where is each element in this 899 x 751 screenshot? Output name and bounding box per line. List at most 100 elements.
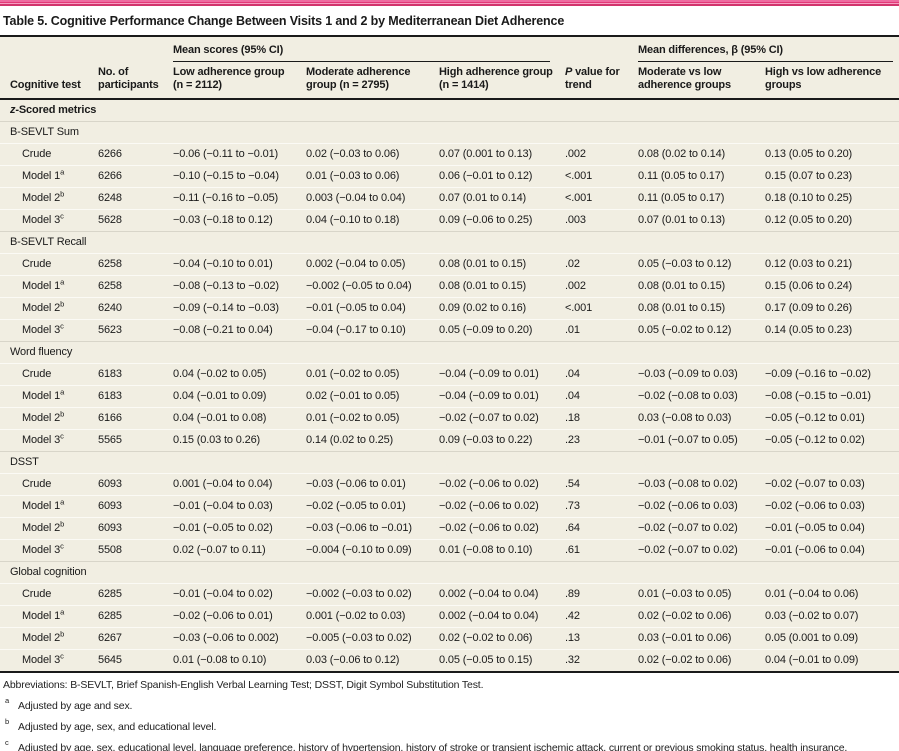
low-adherence-cell: 0.01 (−0.08 to 0.10) <box>170 649 303 672</box>
p-value-cell: .002 <box>562 275 635 298</box>
high-vs-low-cell: −0.02 (−0.06 to 0.03) <box>762 495 899 518</box>
high-adherence-cell: 0.002 (−0.04 to 0.04) <box>436 583 562 606</box>
participants-cell: 5645 <box>95 649 170 672</box>
high-vs-low-cell: −0.09 (−0.16 to −0.02) <box>762 363 899 386</box>
p-value-cell: <.001 <box>562 187 635 210</box>
footnote: a Adjusted by age and sex. <box>5 696 133 712</box>
section-header-row: z-Scored metrics <box>0 99 899 122</box>
col-header-high-adherence: High adherence group (n = 1414) <box>439 66 553 91</box>
p-value-cell: .02 <box>562 253 635 276</box>
low-adherence-cell: 0.02 (−0.07 to 0.11) <box>170 539 303 562</box>
low-adherence-cell: −0.06 (−0.11 to −0.01) <box>170 143 303 166</box>
high-adherence-cell: 0.09 (−0.06 to 0.25) <box>436 209 562 232</box>
moderate-vs-low-cell: −0.02 (−0.07 to 0.02) <box>635 517 762 540</box>
model-label-cell: Crude <box>0 363 95 386</box>
table-row: Model 1a 6093 −0.01 (−0.04 to 0.03) −0.02 (… <box>0 495 899 518</box>
moderate-adherence-cell: −0.004 (−0.10 to 0.09) <box>303 539 436 562</box>
table-row: Crude 6183 0.04 (−0.02 to 0.05) 0.01 (−0.02… <box>0 363 899 386</box>
participants-cell: 5628 <box>95 209 170 232</box>
model-label-cell: Model 1a <box>0 165 95 188</box>
table-row: Model 3c 5623 −0.08 (−0.21 to 0.04) −0.04 (… <box>0 319 899 342</box>
model-label-cell: Model 1a <box>0 275 95 298</box>
table-body: z-Scored metrics B-SEVLT Sum Crude 6266 −0.0… <box>0 99 899 672</box>
footnote: b Adjusted by age, sex, and educational l… <box>5 717 217 733</box>
high-adherence-cell: 0.05 (−0.05 to 0.15) <box>436 649 562 672</box>
moderate-vs-low-cell: −0.02 (−0.07 to 0.02) <box>635 539 762 562</box>
footnote-text: Adjusted by age, sex, educational level,… <box>18 742 848 751</box>
table-row: Model 2b 6166 0.04 (−0.01 to 0.08) 0.01 (−0… <box>0 407 899 430</box>
footnotes: Abbreviations: B-SEVLT, Brief Spanish-En… <box>0 673 899 751</box>
model-footnote-marker: a <box>60 607 65 617</box>
table-row: Model 2b 6093 −0.01 (−0.05 to 0.02) −0.03 (… <box>0 517 899 540</box>
high-adherence-cell: 0.08 (0.01 to 0.15) <box>436 275 562 298</box>
empty-header-cell <box>562 37 635 62</box>
high-vs-low-cell: 0.15 (0.07 to 0.23) <box>762 165 899 188</box>
model-label-cell: Model 1a <box>0 605 95 628</box>
model-label-cell: Model 1a <box>0 495 95 518</box>
model-footnote-marker: c <box>60 541 64 551</box>
low-adherence-cell: 0.001 (−0.04 to 0.04) <box>170 473 303 496</box>
col-header-cognitive-test: Cognitive test <box>10 79 81 91</box>
participants-cell: 6258 <box>95 253 170 276</box>
model-label-cell: Crude <box>0 253 95 276</box>
moderate-adherence-cell: 0.001 (−0.02 to 0.03) <box>303 605 436 628</box>
p-value-cell: <.001 <box>562 165 635 188</box>
section-header-cell: B-SEVLT Recall <box>0 231 899 254</box>
moderate-vs-low-cell: 0.01 (−0.03 to 0.05) <box>635 583 762 606</box>
participants-cell: 6285 <box>95 583 170 606</box>
low-adherence-cell: −0.01 (−0.04 to 0.03) <box>170 495 303 518</box>
p-value-cell: .01 <box>562 319 635 342</box>
high-adherence-cell: −0.02 (−0.07 to 0.02) <box>436 407 562 430</box>
model-label-cell: Model 3c <box>0 429 95 452</box>
moderate-adherence-cell: 0.03 (−0.06 to 0.12) <box>303 649 436 672</box>
p-value-cell: .61 <box>562 539 635 562</box>
high-adherence-cell: −0.04 (−0.09 to 0.01) <box>436 363 562 386</box>
model-footnote-marker: c <box>60 651 64 661</box>
moderate-vs-low-cell: 0.11 (0.05 to 0.17) <box>635 165 762 188</box>
participants-cell: 6248 <box>95 187 170 210</box>
p-value-cell: .04 <box>562 385 635 408</box>
high-vs-low-cell: 0.03 (−0.02 to 0.07) <box>762 605 899 628</box>
p-value-cell: .04 <box>562 363 635 386</box>
p-value-cell: .23 <box>562 429 635 452</box>
high-adherence-cell: 0.05 (−0.09 to 0.20) <box>436 319 562 342</box>
participants-cell: 6267 <box>95 627 170 650</box>
model-footnote-marker: b <box>60 629 65 639</box>
participants-cell: 6093 <box>95 473 170 496</box>
model-footnote-marker: a <box>60 167 65 177</box>
section-header-row: Word fluency <box>0 341 899 364</box>
moderate-adherence-cell: −0.01 (−0.05 to 0.04) <box>303 297 436 320</box>
moderate-vs-low-cell: −0.02 (−0.06 to 0.03) <box>635 495 762 518</box>
moderate-adherence-cell: −0.03 (−0.06 to −0.01) <box>303 517 436 540</box>
table-row: Model 3c 5645 0.01 (−0.08 to 0.10) 0.03 (−0… <box>0 649 899 672</box>
participants-cell: 6240 <box>95 297 170 320</box>
low-adherence-cell: −0.02 (−0.06 to 0.01) <box>170 605 303 628</box>
table-row: Model 1a 6266 −0.10 (−0.15 to −0.04) 0.01 (… <box>0 165 899 188</box>
p-value-cell: .003 <box>562 209 635 232</box>
high-adherence-cell: 0.07 (0.001 to 0.13) <box>436 143 562 166</box>
high-vs-low-cell: −0.05 (−0.12 to 0.02) <box>762 429 899 452</box>
mean-scores-span-label: Mean scores (95% CI) <box>173 44 550 62</box>
table-row: Model 1a 6258 −0.08 (−0.13 to −0.02) −0.002… <box>0 275 899 298</box>
p-value-cell: .64 <box>562 517 635 540</box>
high-adherence-cell: 0.06 (−0.01 to 0.12) <box>436 165 562 188</box>
model-label-cell: Model 2b <box>0 407 95 430</box>
low-adherence-cell: −0.08 (−0.21 to 0.04) <box>170 319 303 342</box>
high-adherence-cell: 0.09 (0.02 to 0.16) <box>436 297 562 320</box>
moderate-vs-low-cell: 0.08 (0.01 to 0.15) <box>635 297 762 320</box>
section-header-row: B-SEVLT Recall <box>0 231 899 254</box>
high-vs-low-cell: 0.18 (0.10 to 0.25) <box>762 187 899 210</box>
table-row: Crude 6285 −0.01 (−0.04 to 0.02) −0.002 (−0… <box>0 583 899 606</box>
model-label-cell: Model 2b <box>0 187 95 210</box>
model-label-cell: Model 3c <box>0 209 95 232</box>
table-row: Crude 6093 0.001 (−0.04 to 0.04) −0.03 (−0.… <box>0 473 899 496</box>
col-header-moderate-vs-low: Moderate vs low adherence groups <box>638 66 731 91</box>
high-vs-low-cell: 0.01 (−0.04 to 0.06) <box>762 583 899 606</box>
model-label-cell: Model 3c <box>0 649 95 672</box>
low-adherence-cell: 0.04 (−0.02 to 0.05) <box>170 363 303 386</box>
p-value-cell: .32 <box>562 649 635 672</box>
high-adherence-cell: −0.04 (−0.09 to 0.01) <box>436 385 562 408</box>
high-vs-low-cell: 0.14 (0.05 to 0.23) <box>762 319 899 342</box>
column-header-row: Cognitive test No. of participants Low a… <box>0 62 899 99</box>
